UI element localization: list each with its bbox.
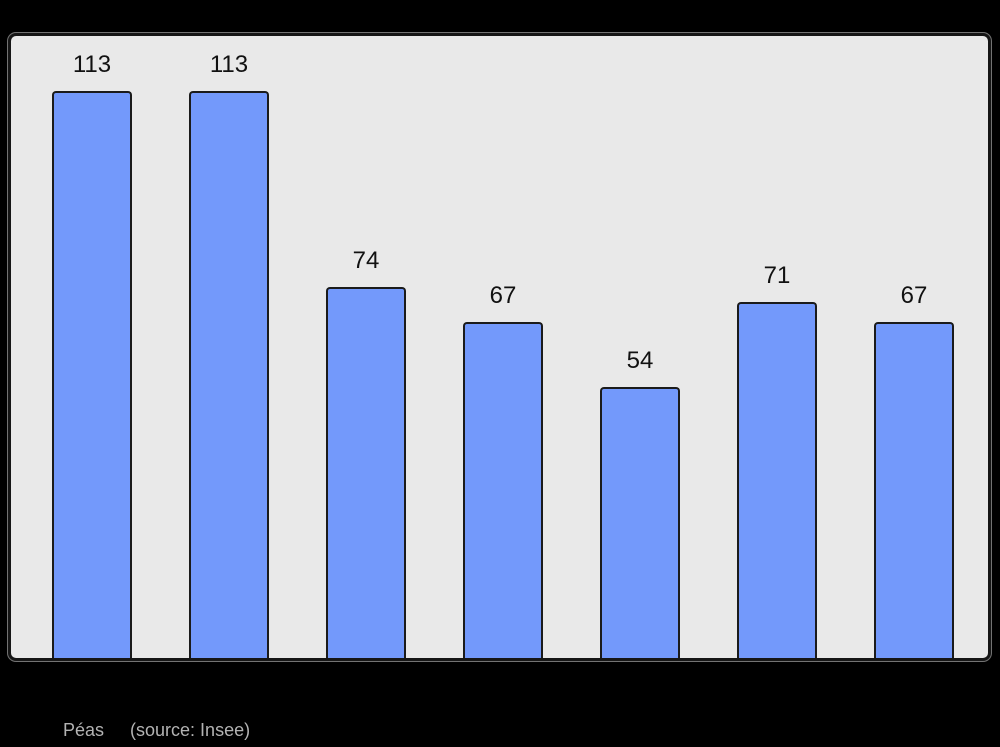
bar-group: 67 <box>874 36 954 658</box>
bar <box>600 387 680 658</box>
bar-value-label: 113 <box>209 51 249 78</box>
chart-caption: Péas (source: Insee) <box>63 719 250 741</box>
bar <box>189 91 269 658</box>
bar-value-label: 67 <box>489 282 517 309</box>
bar-value-label: 74 <box>352 247 380 274</box>
bar-value-label: 67 <box>900 282 928 309</box>
bar-group: 74 <box>326 36 406 658</box>
plot-area: 113 113 74 67 54 71 67 <box>11 36 988 658</box>
caption-title: Péas <box>63 720 105 740</box>
caption-source: (source: Insee) <box>130 720 251 740</box>
bar <box>463 322 543 658</box>
bar-group: 113 <box>52 36 132 658</box>
bar-group: 67 <box>463 36 543 658</box>
bar-group: 54 <box>600 36 680 658</box>
bar-value-label: 54 <box>626 347 654 374</box>
bar-value-label: 113 <box>72 51 112 78</box>
bar <box>874 322 954 658</box>
bar <box>737 302 817 658</box>
bar-group: 113 <box>189 36 269 658</box>
bar <box>52 91 132 658</box>
bar <box>326 287 406 658</box>
bar-chart-panel: 113 113 74 67 54 71 67 <box>8 33 991 661</box>
bar-group: 71 <box>737 36 817 658</box>
bar-value-label: 71 <box>763 262 791 289</box>
